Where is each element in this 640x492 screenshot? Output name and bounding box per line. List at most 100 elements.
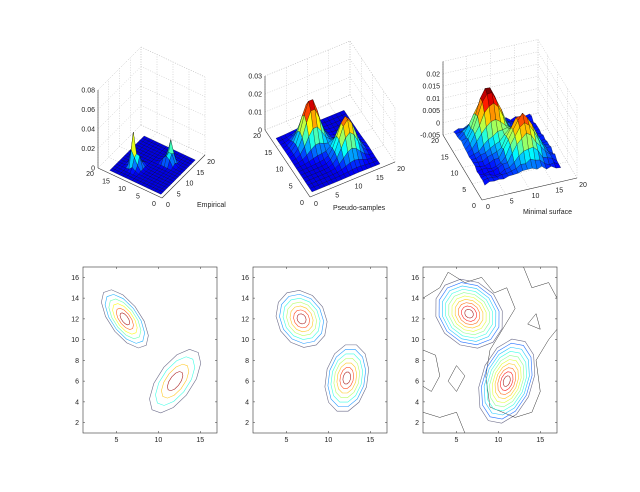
grid-line — [349, 40, 396, 109]
contour-line — [342, 371, 352, 385]
y-tick-label: 5 — [289, 183, 293, 190]
contour-line — [330, 353, 364, 403]
x-tick-label: 5 — [335, 192, 339, 199]
surface-plot-2: 051015200510152000.010.020.03Pseudo-samp… — [248, 40, 405, 212]
y-tick-label: 10 — [276, 167, 284, 174]
contour-line — [445, 288, 493, 339]
y-tick-label: 12 — [411, 316, 419, 323]
z-tick-label: 0.08 — [81, 88, 95, 95]
z-tick-label: 0.06 — [81, 107, 95, 114]
contour-line — [492, 359, 522, 404]
y-tick-label: 16 — [411, 275, 419, 282]
y-tick-label: 4 — [245, 399, 249, 406]
contour-line — [483, 346, 530, 416]
contour-line — [286, 301, 317, 336]
axis-label: Empirical — [197, 202, 226, 209]
x-tick-label: 15 — [366, 437, 374, 444]
y-tick-label: 15 — [264, 150, 272, 157]
y-tick-label: 14 — [241, 296, 249, 303]
z-tick-label: -0.005 — [420, 133, 440, 140]
y-tick-label: 12 — [241, 316, 249, 323]
y-tick-label: 6 — [415, 379, 419, 386]
surface-plot-1: 051015200510152000.020.040.060.08Empiric… — [81, 46, 226, 209]
y-tick-label: 20 — [86, 171, 94, 178]
axes-box — [252, 266, 388, 434]
grid-line — [537, 63, 578, 130]
z-tick-label: 0 — [258, 128, 262, 135]
contour-line — [438, 282, 500, 346]
y-tick-label: 5 — [462, 187, 466, 194]
y-tick-label: 6 — [245, 379, 249, 386]
contour-line — [336, 362, 358, 394]
y-tick-label: 8 — [245, 358, 249, 365]
contour-line — [497, 367, 517, 395]
contour-line — [454, 298, 484, 329]
y-tick-label: 15 — [102, 179, 110, 186]
contour-line — [451, 295, 487, 332]
x-tick-label: 20 — [579, 182, 587, 189]
surface-facet — [482, 178, 490, 186]
grid-line — [97, 66, 142, 110]
y-axis — [264, 129, 311, 198]
y-tick-label: 10 — [71, 337, 79, 344]
z-tick-label: 0.015 — [422, 84, 440, 91]
grid-line — [537, 51, 578, 117]
x-tick-label: 10 — [494, 437, 502, 444]
y-tick-label: 10 — [118, 186, 126, 193]
grid-line — [264, 40, 351, 77]
y-tick-label: 8 — [415, 358, 419, 365]
x-tick-label: 15 — [196, 437, 204, 444]
contour-line — [296, 313, 307, 325]
z-tick-label: 0.01 — [426, 96, 440, 103]
z-tick-label: 0.03 — [248, 74, 262, 81]
x-tick-label: 15 — [536, 437, 544, 444]
grid-line — [442, 63, 539, 87]
surface-facet — [157, 190, 164, 195]
y-tick-label: 12 — [71, 316, 79, 323]
x-tick-label: 10 — [324, 437, 332, 444]
x-tick-label: 20 — [207, 159, 215, 166]
contour-line — [327, 349, 367, 407]
grid-line — [537, 76, 578, 142]
y-axis — [97, 167, 163, 199]
contour-line — [282, 297, 321, 340]
contour-line — [293, 309, 310, 329]
y-tick-label: 10 — [411, 337, 419, 344]
z-tick-label: 0.02 — [81, 146, 95, 153]
contour-line — [422, 271, 558, 418]
x-tick-label: 5 — [455, 437, 459, 444]
x-tick-label: 20 — [397, 166, 405, 173]
y-tick-label: 16 — [241, 275, 249, 282]
contour-line — [279, 293, 324, 344]
contour-line — [275, 290, 328, 348]
y-tick-label: 10 — [451, 171, 459, 178]
contour-line — [481, 342, 533, 420]
grid-line — [140, 85, 206, 117]
grid-line — [349, 58, 396, 127]
y-tick-label: 0 — [152, 201, 156, 208]
contour-line — [324, 344, 370, 412]
y-tick-label: 0 — [300, 200, 304, 207]
x-tick-label: 15 — [555, 188, 563, 195]
z-tick-label: 0 — [436, 120, 440, 127]
contour-line — [104, 294, 145, 344]
contour-line — [523, 266, 558, 299]
y-tick-label: 8 — [75, 358, 79, 365]
grid-line — [97, 46, 142, 91]
contour-line — [494, 363, 519, 399]
y-tick-label: 6 — [75, 379, 79, 386]
contour-line — [161, 363, 190, 399]
grid-line — [349, 76, 396, 145]
contour-line — [486, 351, 527, 412]
contour-line — [155, 356, 196, 406]
grid-line — [264, 58, 351, 95]
x-axis — [309, 161, 396, 198]
y-tick-label: 4 — [415, 399, 419, 406]
grid-line — [537, 39, 578, 105]
contour-line — [448, 292, 490, 336]
contour-line — [115, 307, 134, 330]
contour-line — [478, 338, 536, 424]
contour-line — [500, 371, 514, 391]
y-axis — [442, 134, 483, 201]
y-tick-label: 4 — [75, 399, 79, 406]
